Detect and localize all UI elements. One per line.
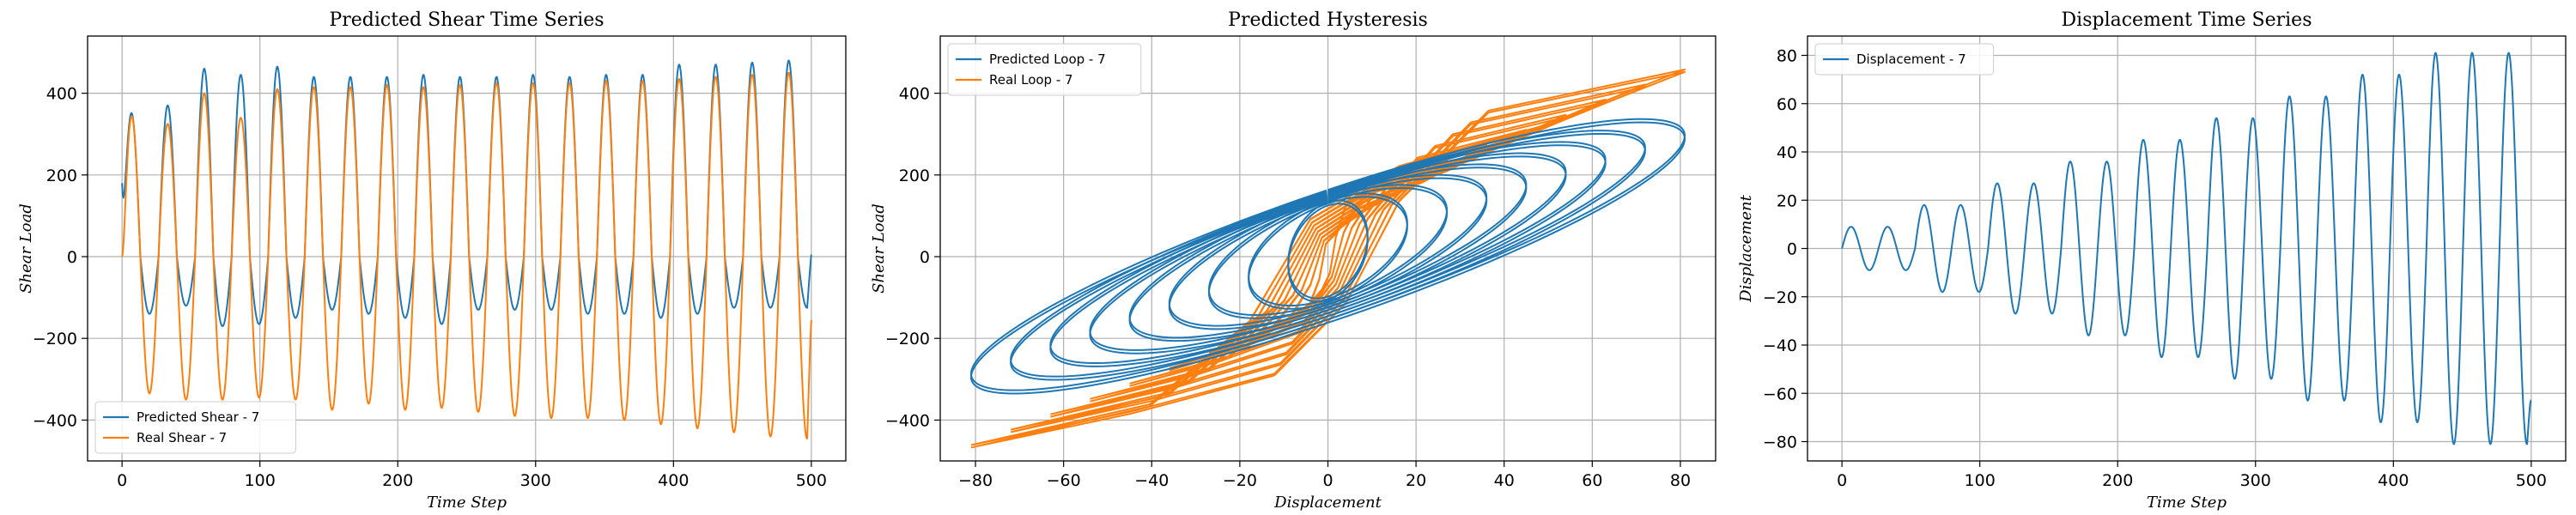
y-tick-label: 80 [1777,47,1797,66]
y-tick-label: 400 [46,85,77,104]
x-tick-label: −20 [1223,471,1257,490]
legend: Predicted Loop - 7 Real Loop - 7 [947,43,1142,96]
x-tick-label: 100 [245,471,276,490]
y-tick-label: −400 [33,411,77,430]
y-axis-label: Shear Load [17,203,35,294]
y-tick-label: 40 [1777,143,1797,162]
legend: Displacement - 7 [1814,43,1995,76]
y-tick-label: 200 [899,167,930,185]
y-tick-label: 0 [67,248,77,267]
y-tick-label: −40 [1763,336,1797,355]
plot-area [121,59,812,439]
x-tick-label: 40 [1494,471,1515,490]
x-tick-label: 500 [2516,471,2547,490]
axes-frame [939,35,1716,462]
legend-box [947,43,1142,96]
predicted-loop [1207,184,1449,316]
x-tick-label: 200 [382,471,413,490]
x-tick-label: 400 [2378,471,2409,490]
series-line-1 [1841,52,2532,445]
legend-entry: Predicted Shear - 7 [137,409,259,425]
real-loop [1169,143,1488,372]
x-tick-label: −60 [1047,471,1081,490]
predicted-loop [1010,130,1646,378]
y-tick-label: −200 [33,330,77,348]
predicted-loop [969,118,1686,391]
x-tick-label: 500 [796,471,827,490]
x-tick-label: 0 [1837,471,1847,490]
y-axis-label: Shear Load [870,203,888,294]
predicted-loop [1049,141,1607,365]
y-tick-label: −60 [1763,385,1797,403]
x-tick-label: 0 [117,471,127,490]
x-tick-label: 200 [2102,471,2133,490]
y-tick-label: 60 [1777,95,1797,114]
x-tick-label: 60 [1582,471,1602,490]
predicted-loop [1287,199,1369,300]
x-tick-label: 300 [520,471,551,490]
y-tick-label: 200 [46,167,77,185]
plot-area [1841,52,2532,445]
y-tick-label: −400 [885,411,930,430]
y-tick-label: 0 [1787,240,1797,259]
legend-box [1814,43,1995,76]
x-tick-label: 100 [1965,471,1996,490]
predicted-loop [1089,152,1567,351]
x-tick-label: −80 [958,471,993,490]
chart-title: Predicted Shear Time Series [329,9,604,31]
y-tick-label: 400 [899,85,930,104]
x-tick-label: 80 [1670,471,1691,490]
legend-entry: Real Shear - 7 [137,430,227,445]
chart-title: Predicted Hysteresis [1228,9,1428,31]
axes-frame [1807,35,2567,462]
y-tick-label: 20 [1777,191,1797,210]
x-axis-label: Displacement [1273,494,1382,512]
real-loop [970,68,1686,449]
chart-2: −80 −60 −40 −20 0 20 40 60 80−400−2000200400Pred… [870,9,1716,512]
real-loop [1090,113,1567,403]
series-line-2 [121,71,812,439]
legend: Predicted Shear - 7 Real Shear - 7 [94,401,296,454]
axes-frame [87,35,847,462]
x-axis-label: Time Step [2147,494,2227,512]
legend-entry: Predicted Loop - 7 [989,52,1106,67]
x-tick-label: 400 [658,471,689,490]
x-tick-label: 20 [1406,471,1426,490]
y-tick-label: −200 [885,330,930,348]
x-axis-label: Time Step [427,494,507,512]
y-tick-label: 0 [920,248,930,267]
chart-3: 0 100 200 300 400 500 −80 −60 −40 −20 0 20 40 60 80 Dis… [1737,9,2567,512]
real-loop [1050,99,1607,418]
predicted-loop [1128,163,1528,339]
x-tick-label: 0 [1322,471,1333,490]
y-tick-label: −80 [1763,433,1797,452]
x-tick-label: −40 [1134,471,1169,490]
chart-1: 0 100 200 300 400 500 −400 −200 0 200 400 Predicted… [17,9,847,512]
x-tick-label: 300 [2240,471,2271,490]
predicted-loop [969,121,1686,395]
y-axis-label: Displacement [1737,194,1755,302]
predicted-loop [1168,173,1488,327]
chart-title: Displacement Time Series [2062,9,2312,31]
legend-entry: Displacement - 7 [1856,52,1966,67]
legend-entry: Real Loop - 7 [989,72,1073,88]
predicted-loop [1248,192,1408,307]
legend-box [94,401,296,454]
y-tick-label: −20 [1763,288,1797,307]
plot-area [969,68,1686,449]
